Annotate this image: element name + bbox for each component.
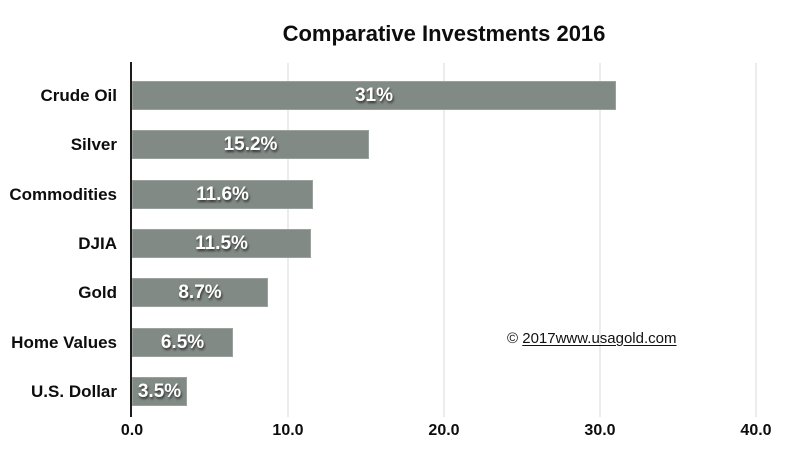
bar: 11.6%: [132, 180, 313, 209]
bar: 31%: [132, 81, 616, 110]
bar-value-label: 11.5%: [195, 232, 248, 254]
copyright-symbol: ©: [507, 330, 523, 347]
category-label: Commodities: [9, 185, 117, 204]
bar-value-label: 3.5%: [137, 380, 182, 402]
x-tick-label: 10.0: [272, 422, 304, 439]
category-label: Crude Oil: [40, 86, 117, 105]
category-label: Silver: [70, 135, 117, 154]
gridline: [443, 63, 445, 417]
chart-title: Comparative Investments 2016: [282, 21, 606, 46]
category-label: Home Values: [11, 333, 117, 352]
copyright-link: 2017www.usagold.com: [522, 330, 677, 347]
bar-value-label: 15.2%: [223, 133, 278, 155]
bar-value-label: 31%: [354, 84, 394, 106]
x-tick-label: 30.0: [584, 422, 616, 439]
bar: 15.2%: [132, 130, 369, 159]
bar: 11.5%: [132, 229, 311, 258]
gridline: [599, 63, 601, 417]
bar: 3.5%: [132, 377, 187, 406]
x-tick-label: 20.0: [428, 422, 460, 439]
bar: 8.7%: [132, 278, 268, 307]
category-label: DJIA: [78, 234, 117, 253]
bar-value-label: 6.5%: [160, 331, 205, 353]
y-axis-line: [130, 62, 132, 417]
category-label: U.S. Dollar: [31, 382, 117, 401]
bar-value-label: 8.7%: [178, 281, 222, 303]
gridline: [755, 63, 757, 417]
bar: 6.5%: [132, 328, 233, 357]
copyright-note: © 2017www.usagold.com: [507, 330, 677, 347]
x-tick-label: 40.0: [740, 422, 772, 439]
bar-value-label: 11.6%: [196, 183, 249, 205]
x-tick-label: 0.0: [120, 422, 144, 439]
category-label: Gold: [78, 283, 117, 302]
